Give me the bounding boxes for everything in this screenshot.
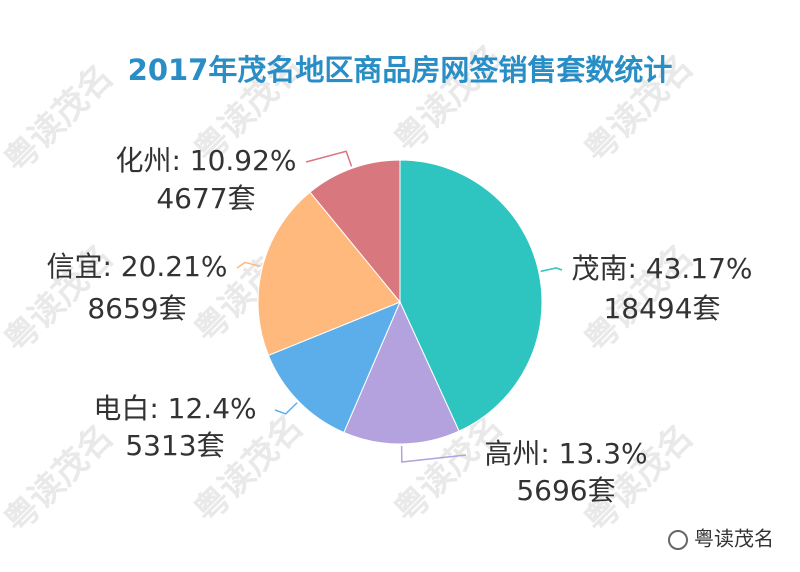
logo-icon	[668, 530, 688, 550]
pie-slice	[267, 301, 401, 434]
data-label: 化州: 10.92%	[115, 144, 296, 177]
count-label: 18494套	[603, 292, 720, 325]
footer-text: 粤读茂名	[694, 527, 774, 551]
data-label: 信宜: 20.21%	[46, 250, 227, 283]
chart-title: 2017年茂名地区商品房网签销售套数统计	[128, 53, 673, 87]
count-label: 8659套	[87, 292, 186, 325]
data-label: 电白: 12.4%	[93, 392, 256, 425]
leader-line	[305, 150, 353, 167]
leader-line	[400, 445, 467, 463]
pie-slice	[309, 159, 401, 304]
leader-line	[274, 402, 298, 415]
data-label: 高州: 13.3%	[484, 437, 647, 470]
data-label: 茂南: 43.17%	[571, 252, 752, 285]
pie-slice	[257, 191, 401, 357]
count-label: 5313套	[125, 429, 224, 462]
pie-slice	[343, 300, 460, 445]
leader-line	[236, 261, 261, 269]
count-label: 4677套	[156, 182, 255, 215]
pie-slice	[399, 159, 543, 432]
leader-line	[540, 267, 563, 273]
count-label: 5696套	[516, 474, 615, 507]
footer-logo: 粤读茂名	[668, 527, 774, 551]
